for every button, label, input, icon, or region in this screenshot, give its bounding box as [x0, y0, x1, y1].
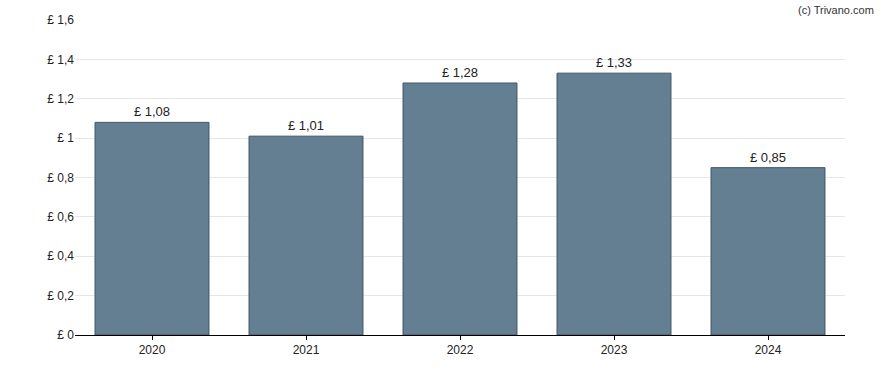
- svg-text:£ 1,01: £ 1,01: [288, 118, 324, 133]
- svg-text:£ 1,33: £ 1,33: [596, 55, 632, 70]
- svg-text:£ 0,8: £ 0,8: [47, 171, 74, 185]
- svg-text:£ 0,6: £ 0,6: [47, 210, 74, 224]
- svg-text:2024: 2024: [755, 343, 782, 357]
- svg-text:£ 1,28: £ 1,28: [442, 65, 478, 80]
- svg-text:2021: 2021: [293, 343, 320, 357]
- svg-text:2020: 2020: [139, 343, 166, 357]
- svg-text:£ 0,85: £ 0,85: [750, 150, 786, 165]
- svg-text:2023: 2023: [601, 343, 628, 357]
- svg-text:£ 1,2: £ 1,2: [47, 92, 74, 106]
- svg-text:£ 0,2: £ 0,2: [47, 289, 74, 303]
- svg-text:£ 1: £ 1: [57, 131, 74, 145]
- svg-text:(c) Trivano.com: (c) Trivano.com: [798, 4, 874, 16]
- svg-text:2022: 2022: [447, 343, 474, 357]
- svg-text:£ 1,6: £ 1,6: [47, 13, 74, 27]
- svg-text:£ 1,4: £ 1,4: [47, 53, 74, 67]
- svg-text:£ 1,08: £ 1,08: [134, 104, 170, 119]
- svg-text:£ 0,4: £ 0,4: [47, 249, 74, 263]
- svg-text:£ 0: £ 0: [57, 328, 74, 342]
